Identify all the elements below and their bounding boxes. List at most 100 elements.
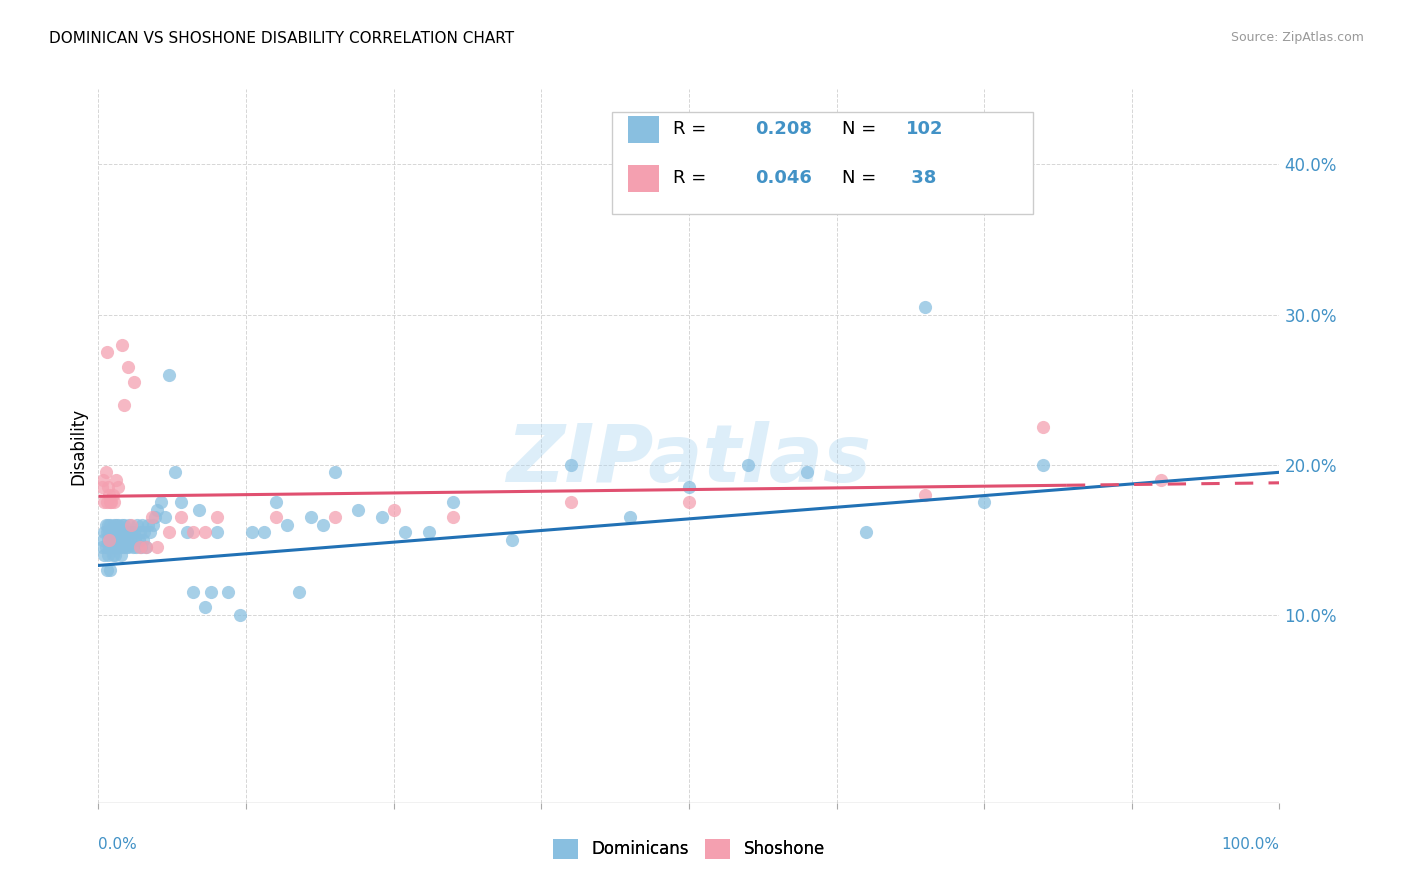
- Point: [128, 541, 150, 555]
- Point: [93, 548, 115, 562]
- Point: [97, 533, 120, 547]
- Point: [111, 517, 134, 532]
- Point: [105, 517, 128, 532]
- Text: R =: R =: [673, 169, 713, 187]
- Point: [97, 480, 120, 494]
- Point: [91, 533, 114, 547]
- Point: [176, 525, 198, 540]
- Y-axis label: Disability: Disability: [69, 408, 87, 484]
- Point: [105, 541, 128, 555]
- Point: [323, 510, 346, 524]
- Point: [96, 563, 118, 577]
- Point: [146, 541, 169, 555]
- Point: [121, 541, 143, 555]
- Point: [112, 398, 135, 412]
- Point: [136, 517, 159, 532]
- Text: R =: R =: [673, 120, 713, 138]
- Point: [288, 585, 311, 599]
- Point: [619, 510, 641, 524]
- Point: [165, 465, 187, 479]
- Text: 0.0%: 0.0%: [98, 837, 138, 852]
- Point: [94, 541, 117, 555]
- Point: [128, 525, 150, 540]
- Point: [114, 525, 136, 540]
- Point: [560, 458, 582, 472]
- Point: [112, 541, 135, 555]
- Point: [678, 495, 700, 509]
- Point: [117, 360, 139, 375]
- Point: [131, 517, 153, 532]
- Point: [441, 510, 464, 524]
- Point: [1150, 473, 1173, 487]
- Point: [122, 375, 145, 389]
- Point: [181, 585, 204, 599]
- Point: [170, 495, 193, 509]
- Point: [101, 548, 124, 562]
- Point: [101, 533, 124, 547]
- Point: [128, 533, 150, 547]
- Point: [105, 533, 128, 547]
- Point: [187, 503, 209, 517]
- Text: ZIPatlas: ZIPatlas: [506, 421, 872, 500]
- Point: [103, 495, 125, 509]
- Point: [276, 517, 298, 532]
- Point: [264, 495, 287, 509]
- Point: [125, 541, 148, 555]
- Point: [112, 525, 135, 540]
- Point: [205, 510, 228, 524]
- Point: [139, 525, 162, 540]
- Text: N =: N =: [842, 120, 882, 138]
- Point: [105, 525, 128, 540]
- Text: N =: N =: [842, 169, 882, 187]
- Point: [111, 533, 134, 547]
- Point: [121, 517, 143, 532]
- Point: [94, 465, 117, 479]
- Text: 0.046: 0.046: [755, 169, 811, 187]
- Point: [347, 503, 370, 517]
- Point: [501, 533, 523, 547]
- Point: [194, 600, 217, 615]
- Point: [134, 525, 156, 540]
- Point: [98, 517, 121, 532]
- Point: [118, 517, 141, 532]
- Point: [132, 533, 155, 547]
- Point: [97, 548, 120, 562]
- Point: [108, 541, 131, 555]
- Point: [157, 525, 180, 540]
- Point: [107, 480, 129, 494]
- Point: [103, 541, 125, 555]
- Point: [100, 525, 122, 540]
- Point: [91, 541, 114, 555]
- Text: DOMINICAN VS SHOSHONE DISABILITY CORRELATION CHART: DOMINICAN VS SHOSHONE DISABILITY CORRELA…: [49, 31, 515, 46]
- Point: [93, 495, 115, 509]
- Point: [91, 480, 114, 494]
- Point: [127, 517, 149, 532]
- Text: 0.208: 0.208: [755, 120, 813, 138]
- Point: [299, 510, 322, 524]
- Point: [121, 525, 143, 540]
- Point: [371, 510, 394, 524]
- Point: [382, 503, 405, 517]
- Text: 102: 102: [905, 120, 943, 138]
- Point: [101, 488, 124, 502]
- Point: [103, 517, 125, 532]
- Point: [112, 517, 135, 532]
- Point: [560, 495, 582, 509]
- Point: [678, 480, 700, 494]
- Point: [150, 495, 173, 509]
- Point: [1032, 420, 1054, 434]
- Point: [855, 525, 877, 540]
- Point: [105, 473, 128, 487]
- Point: [98, 488, 121, 502]
- Point: [96, 495, 118, 509]
- Point: [120, 533, 142, 547]
- Point: [914, 300, 936, 314]
- Point: [98, 563, 121, 577]
- Point: [129, 541, 152, 555]
- Point: [142, 517, 165, 532]
- Point: [253, 525, 276, 540]
- Point: [240, 525, 263, 540]
- Point: [205, 525, 228, 540]
- Point: [157, 368, 180, 382]
- Point: [117, 541, 139, 555]
